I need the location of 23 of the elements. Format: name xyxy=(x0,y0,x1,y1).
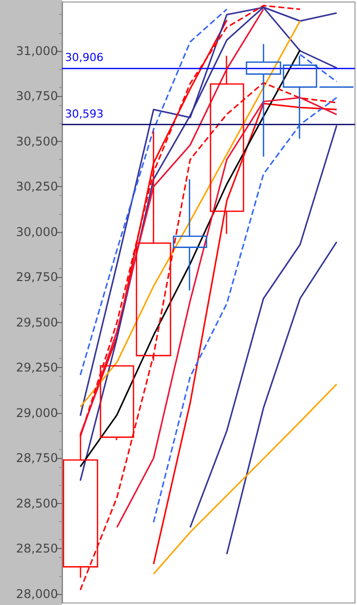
line-series xyxy=(189,124,338,528)
line-series xyxy=(152,383,338,575)
y-tick-label: 30,250 xyxy=(16,180,58,194)
candlestick xyxy=(282,55,318,140)
y-tick-label: 28,000 xyxy=(16,586,58,601)
y-tick-label: 28,750 xyxy=(16,451,58,466)
y-tick-label: 28,250 xyxy=(16,542,58,556)
y-tick-label: 28,500 xyxy=(16,496,58,510)
candlestick xyxy=(172,178,208,292)
candlestick xyxy=(246,43,282,158)
line-series xyxy=(116,96,338,528)
y-tick-label: 31,000 xyxy=(16,44,58,58)
line-series xyxy=(226,241,338,555)
y-tick-label: 30,000 xyxy=(16,224,58,239)
y-tick-label: 29,000 xyxy=(16,406,58,420)
y-tick-label: 30,500 xyxy=(16,134,58,148)
y-tick-label: 29,500 xyxy=(16,315,58,330)
ref-line-label: 30,906 xyxy=(65,50,104,64)
y-tick-label: 30,750 xyxy=(16,89,58,104)
candlestick xyxy=(136,130,172,362)
y-tick-label: 29,250 xyxy=(16,360,58,375)
ref-line-label: 30,593 xyxy=(65,108,104,121)
y-tick-label: 29,750 xyxy=(16,270,58,284)
